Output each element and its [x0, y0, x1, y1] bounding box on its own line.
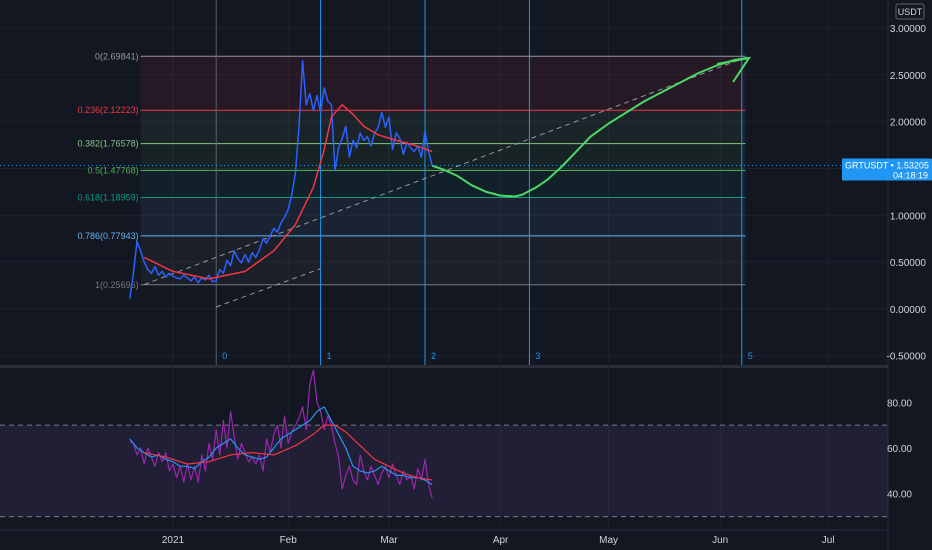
fib-retracement[interactable]: 0(2.69841) 0.236(2.12223) 0.382(1.76578) 0.…: [78, 51, 746, 290]
time-marker-label: 0: [222, 351, 227, 361]
price-tag-label: GRTUSDT • 1.53205: [845, 160, 929, 170]
price-tick-label: -0.50000: [887, 352, 927, 363]
fib-level-label: 0.618(1.18959): [78, 193, 139, 203]
currency-box[interactable]: [895, 3, 925, 20]
rsi-band: [0, 424, 888, 518]
price-series: [129, 56, 752, 299]
rsi-band-fill: [0, 425, 888, 517]
fib-level-label: 0.786(0.77943): [78, 231, 139, 241]
rsi-ma-line: [144, 424, 433, 481]
fib-zone: [140, 235, 746, 285]
trend-channel[interactable]: [144, 55, 750, 308]
time-tick-label: May: [599, 535, 618, 546]
time-marker-label: 1: [327, 351, 332, 361]
rsi-series: [129, 369, 433, 499]
time-tick-label: Jun: [712, 535, 728, 546]
time-marker-label: 3: [535, 351, 540, 361]
price-tick-label: 1.00000: [890, 211, 927, 222]
price-tick-label: 0.00000: [890, 305, 927, 316]
rsi-tick-label: 40.00: [887, 490, 912, 501]
time-tick-label: Apr: [493, 535, 509, 546]
price-tick-label: 2.50000: [890, 71, 927, 82]
rsi-smooth-line: [129, 406, 433, 486]
price-tag[interactable]: [842, 158, 932, 181]
trend-line-lower[interactable]: [216, 268, 321, 308]
projection-arrowhead: [716, 56, 752, 83]
currency-label: USDT: [898, 7, 923, 17]
fib-zone: [140, 197, 746, 236]
fib-zone: [140, 170, 746, 198]
time-markers[interactable]: 0 1 2 3 5: [215, 0, 753, 365]
fib-level-label: 0(2.69841): [95, 51, 139, 61]
grid: [0, 0, 889, 550]
time-marker-label: 5: [748, 351, 753, 361]
fib-level-label: 0.5(1.47768): [88, 166, 139, 176]
moving-average-line: [143, 104, 433, 280]
time-tick-label: 2021: [162, 535, 185, 546]
price-countdown: 04:18:19: [893, 170, 928, 180]
rsi-tick-label: 60.00: [887, 444, 912, 455]
price-tick-label: 2.00000: [890, 118, 927, 129]
time-tick-label: Jul: [822, 535, 835, 546]
price-line: [129, 60, 433, 299]
time-tick-label: Feb: [280, 535, 298, 546]
time-marker-label: 2: [431, 351, 436, 361]
fib-zone: [140, 110, 746, 144]
fib-zone: [140, 56, 746, 111]
fib-zone: [140, 143, 746, 171]
fib-level-label: 0.382(1.76578): [78, 139, 139, 149]
time-tick-label: Mar: [380, 535, 398, 546]
price-tick-label: 3.00000: [890, 24, 927, 35]
fib-level-label: 0.236(2.12223): [78, 105, 139, 115]
pane-separator[interactable]: [0, 365, 888, 368]
projection-line: [431, 57, 750, 198]
fib-level-label: 1(0.25696): [95, 280, 139, 290]
price-tick-label: 0.50000: [890, 258, 927, 269]
rsi-tick-label: 80.00: [887, 398, 912, 409]
